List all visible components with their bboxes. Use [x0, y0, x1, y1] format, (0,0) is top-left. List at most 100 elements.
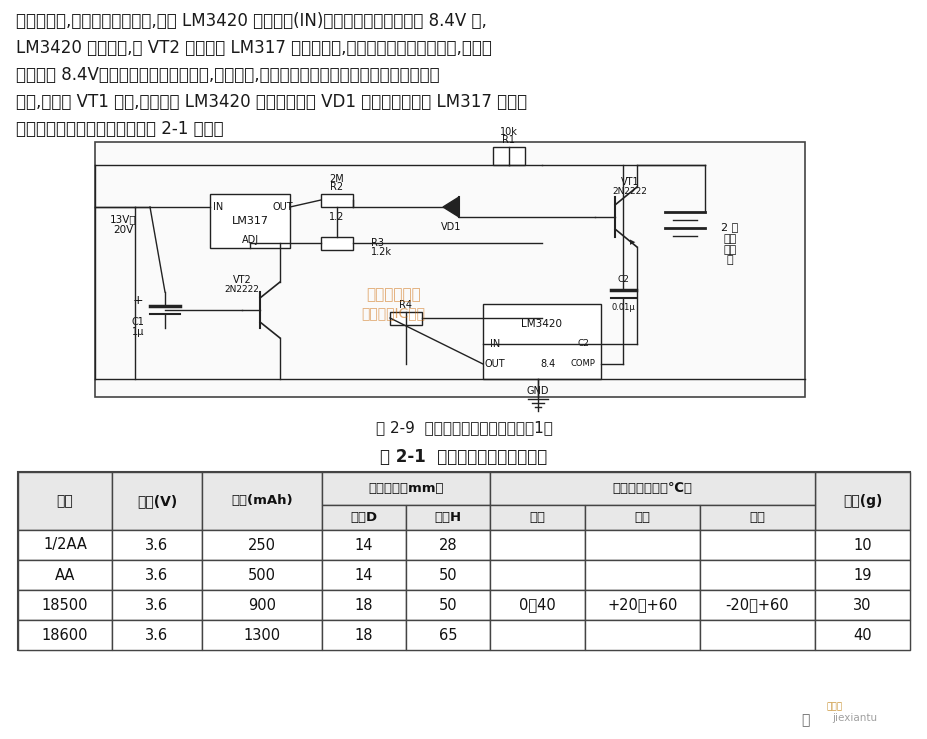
Bar: [18, 590, 112, 620]
Bar: [699, 620, 814, 650]
Text: 高度H: 高度H: [434, 511, 461, 524]
Text: 2N2222: 2N2222: [612, 186, 647, 196]
Text: 使用温度范围（℃）: 使用温度范围（℃）: [612, 482, 692, 495]
Text: -20～+60: -20～+60: [725, 598, 789, 613]
Bar: [18, 472, 909, 650]
Text: 3.6: 3.6: [146, 627, 169, 642]
Bar: [699, 560, 814, 590]
Text: IN: IN: [212, 202, 222, 212]
Text: 30: 30: [852, 598, 870, 613]
Text: C2: C2: [616, 276, 629, 285]
Text: 1μ: 1μ: [132, 327, 144, 337]
Text: 充电: 充电: [529, 511, 545, 524]
Text: 放电: 放电: [634, 511, 650, 524]
Text: 容量(mAh): 容量(mAh): [231, 494, 293, 508]
Text: GND: GND: [527, 386, 549, 396]
Text: 重量(g): 重量(g): [842, 494, 882, 508]
Text: 18: 18: [354, 627, 373, 642]
Bar: [406, 505, 489, 530]
Text: 压稳定在 8.4V。此后充电电流开始减小,充足电后,电流下降到涓流充电电流。当输入电压中: 压稳定在 8.4V。此后充电电流开始减小,充足电后,电流下降到涓流充电电流。当输…: [16, 66, 439, 84]
Text: R4: R4: [399, 300, 413, 310]
Text: 8.4: 8.4: [540, 359, 555, 369]
Bar: [489, 560, 584, 590]
Text: LM3420: LM3420: [521, 319, 562, 329]
Bar: [112, 590, 202, 620]
Text: 3.6: 3.6: [146, 598, 169, 613]
Text: 电压(V): 电压(V): [136, 494, 177, 508]
Text: IN: IN: [489, 339, 500, 349]
Bar: [482, 304, 601, 379]
Bar: [112, 620, 202, 650]
Text: 18500: 18500: [42, 598, 88, 613]
Text: 2N2222: 2N2222: [224, 285, 260, 293]
Text: 池: 池: [726, 255, 732, 265]
Text: OUT: OUT: [484, 359, 505, 369]
Bar: [18, 472, 112, 530]
Bar: [202, 472, 322, 530]
Bar: [112, 530, 202, 560]
Text: LM3420 输出电流,使 VT2 开始控制 LM317 的输出电压,充电器转人恒压充电过程,电池电: LM3420 输出电流,使 VT2 开始控制 LM317 的输出电压,充电器转人…: [16, 39, 491, 57]
Bar: [489, 620, 584, 650]
Text: 28: 28: [438, 537, 457, 553]
Bar: [202, 560, 322, 590]
Text: 3.6: 3.6: [146, 537, 169, 553]
Text: 900: 900: [248, 598, 275, 613]
Text: 10: 10: [852, 537, 870, 553]
Text: 0.01μ: 0.01μ: [611, 304, 634, 313]
Text: R1: R1: [502, 135, 514, 145]
Bar: [584, 560, 699, 590]
Text: C1: C1: [132, 317, 145, 327]
Text: 18600: 18600: [42, 627, 88, 642]
Bar: [95, 142, 804, 397]
Text: 充电过程中,电池电压不断上升,并被 LM3420 的输入端(IN)检测。当电池电压升到 8.4V 时,: 充电过程中,电池电压不断上升,并被 LM3420 的输入端(IN)检测。当电池电…: [16, 12, 487, 30]
Bar: [406, 530, 489, 560]
Bar: [814, 530, 909, 560]
Bar: [18, 530, 112, 560]
Text: 2M: 2M: [329, 174, 344, 184]
Text: +20～+60: +20～+60: [606, 598, 677, 613]
Text: 国产锂离子电池的技术规格如表 2-1 所示。: 国产锂离子电池的技术规格如表 2-1 所示。: [16, 120, 223, 138]
Bar: [584, 620, 699, 650]
Text: 50: 50: [438, 598, 457, 613]
Bar: [202, 530, 322, 560]
Bar: [322, 530, 406, 560]
Text: 0～40: 0～40: [518, 598, 555, 613]
Text: 直径D: 直径D: [350, 511, 377, 524]
Bar: [814, 472, 909, 530]
Text: 65: 65: [438, 627, 457, 642]
Text: AA: AA: [55, 568, 75, 582]
Text: 2 节: 2 节: [720, 222, 738, 232]
Bar: [814, 590, 909, 620]
Text: 40: 40: [852, 627, 870, 642]
Text: 锂离: 锂离: [722, 234, 736, 244]
Text: 500: 500: [248, 568, 275, 582]
Text: 50: 50: [438, 568, 457, 582]
Text: 规格: 规格: [57, 494, 73, 508]
Text: 10k: 10k: [500, 127, 517, 137]
Bar: [406, 620, 489, 650]
Text: COMP: COMP: [570, 359, 595, 369]
Bar: [322, 505, 406, 530]
Bar: [489, 590, 584, 620]
Bar: [322, 472, 489, 505]
Bar: [814, 620, 909, 650]
Text: R2: R2: [330, 182, 343, 192]
Bar: [322, 620, 406, 650]
Text: 1.2k: 1.2k: [371, 247, 391, 257]
Bar: [18, 620, 112, 650]
Bar: [322, 560, 406, 590]
Bar: [584, 505, 699, 530]
Text: 250: 250: [248, 537, 275, 553]
Bar: [321, 194, 352, 207]
Bar: [202, 590, 322, 620]
Bar: [406, 590, 489, 620]
Text: 1.2: 1.2: [329, 212, 344, 222]
Bar: [699, 505, 814, 530]
Bar: [321, 237, 352, 250]
Bar: [112, 472, 202, 530]
Text: 1/2AA: 1/2AA: [43, 537, 87, 553]
Text: 3.6: 3.6: [146, 568, 169, 582]
Bar: [406, 560, 489, 590]
Text: 14: 14: [354, 537, 373, 553]
Text: +: +: [133, 293, 143, 307]
